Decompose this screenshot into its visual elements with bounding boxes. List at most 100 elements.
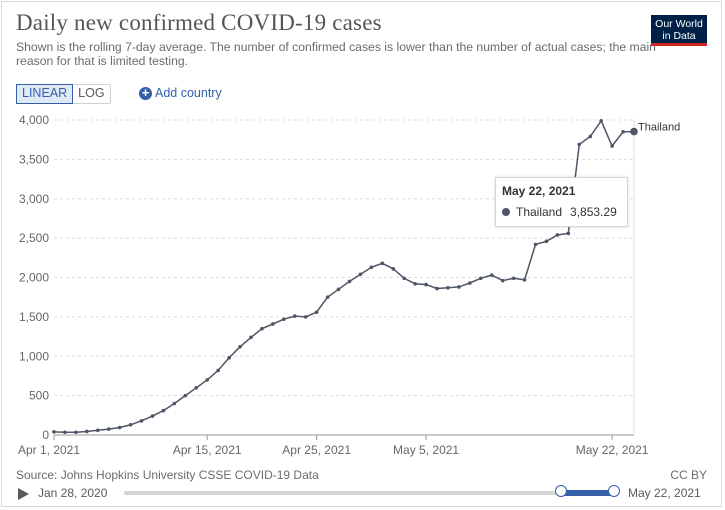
data-point[interactable] <box>566 231 571 236</box>
series-layer: Thailand <box>52 118 680 435</box>
data-point[interactable] <box>216 368 220 373</box>
y-tick-label: 0 <box>42 428 49 442</box>
x-tick-label: Apr 15, 2021 <box>173 443 242 457</box>
data-point[interactable] <box>238 345 242 349</box>
data-point[interactable] <box>369 265 374 270</box>
x-axis-ticks: Apr 1, 2021 Apr 15, 2021 Apr 25, 2021 May 5… <box>18 435 649 457</box>
data-point[interactable] <box>457 285 461 289</box>
x-tick-label: Apr 1, 2021 <box>18 443 80 457</box>
data-point[interactable] <box>500 278 505 283</box>
data-point[interactable] <box>205 378 210 382</box>
data-point[interactable] <box>533 242 538 247</box>
timeline-end-handle[interactable] <box>608 485 620 497</box>
data-point[interactable] <box>227 356 231 360</box>
tooltip-date: May 22, 2021 <box>502 184 576 198</box>
hover-tooltip: May 22, 2021 Thailand 3,853.29 <box>495 177 628 227</box>
data-point[interactable] <box>610 144 614 148</box>
y-tick-label: 3,500 <box>19 152 49 166</box>
timeline-track[interactable] <box>124 491 614 495</box>
y-tick-label: 2,000 <box>19 271 49 285</box>
data-point[interactable] <box>249 335 253 340</box>
data-point[interactable] <box>314 310 319 314</box>
series-end-label[interactable]: Thailand <box>638 122 680 134</box>
data-point[interactable] <box>303 315 308 319</box>
y-tick-label: 2,500 <box>19 231 49 245</box>
logo-line-2: in Data <box>662 30 696 42</box>
data-point[interactable] <box>446 285 450 290</box>
x-tick-label: May 5, 2021 <box>393 443 459 457</box>
data-point[interactable] <box>117 425 122 430</box>
data-point[interactable] <box>511 276 516 281</box>
data-point[interactable] <box>106 427 111 431</box>
data-point[interactable] <box>588 134 593 139</box>
tooltip-series-name: Thailand <box>516 205 563 219</box>
timeline-start-date: Jan 28, 2020 <box>38 486 108 500</box>
data-point[interactable] <box>172 401 177 406</box>
data-point[interactable] <box>577 142 582 147</box>
data-point[interactable] <box>544 239 549 244</box>
data-point[interactable] <box>478 276 483 281</box>
data-point[interactable] <box>435 286 439 291</box>
data-point[interactable] <box>282 317 286 322</box>
logo-line-1: Our World <box>655 18 703 30</box>
data-point[interactable] <box>74 430 78 435</box>
data-point[interactable] <box>402 276 406 281</box>
y-tick-label: 1,500 <box>19 310 49 324</box>
owid-logo[interactable]: Our World in Data <box>651 15 707 46</box>
add-country-button[interactable]: + Add country <box>139 84 222 102</box>
data-point[interactable] <box>63 430 67 435</box>
x-tick-label: Apr 25, 2021 <box>282 443 351 457</box>
data-point[interactable] <box>555 233 560 237</box>
scale-toggle: LINEAR LOG <box>16 84 111 104</box>
data-point-highlight[interactable] <box>630 127 638 136</box>
data-point[interactable] <box>468 281 472 285</box>
data-point[interactable] <box>292 314 297 318</box>
data-point[interactable] <box>380 261 385 266</box>
data-point[interactable] <box>621 130 625 134</box>
data-point[interactable] <box>260 326 264 331</box>
log-scale-button[interactable]: LOG <box>78 86 105 100</box>
data-point[interactable] <box>424 282 428 287</box>
timeline-start-handle[interactable] <box>555 485 567 497</box>
data-point[interactable] <box>52 430 56 434</box>
y-tick-label: 500 <box>29 389 49 403</box>
license-link[interactable]: CC BY <box>670 468 707 482</box>
source-note[interactable]: Source: Johns Hopkins University CSSE CO… <box>16 468 319 482</box>
data-point[interactable] <box>128 422 133 427</box>
y-tick-label: 3,000 <box>19 192 49 206</box>
data-point[interactable] <box>139 419 144 423</box>
tooltip-value: 3,853.29 <box>570 205 617 219</box>
gridlines <box>54 119 635 436</box>
series-dot-icon <box>502 208 510 216</box>
data-point[interactable] <box>489 273 494 277</box>
chart-subtitle: Shown is the rolling 7-day average. The … <box>16 40 656 68</box>
timeline-selected-range <box>561 490 614 496</box>
series-line-thailand[interactable] <box>53 119 635 433</box>
data-point[interactable] <box>183 393 188 398</box>
data-point[interactable] <box>95 428 100 433</box>
y-tick-label: 1,000 <box>19 349 49 363</box>
data-point[interactable] <box>347 279 352 284</box>
linear-scale-button[interactable]: LINEAR <box>16 84 74 104</box>
data-point[interactable] <box>150 414 155 418</box>
data-point[interactable] <box>599 118 603 123</box>
timeline: Jan 28, 2020 May 22, 2021 <box>0 483 725 503</box>
data-point[interactable] <box>336 287 341 292</box>
tooltip-row: Thailand 3,853.29 <box>502 205 617 219</box>
data-point[interactable] <box>271 322 275 326</box>
data-point[interactable] <box>85 429 89 434</box>
chart-title: Daily new confirmed COVID-19 cases <box>16 10 382 35</box>
data-point[interactable] <box>413 282 417 286</box>
y-axis-ticks: 0 500 1,000 1,500 2,000 2,500 3,000 3,500 4,000 <box>19 113 49 442</box>
data-point[interactable] <box>325 295 330 299</box>
data-point[interactable] <box>391 267 396 271</box>
data-point[interactable] <box>522 278 527 282</box>
add-country-label: Add country <box>155 86 222 100</box>
data-point[interactable] <box>161 408 166 413</box>
x-tick-label: May 22, 2021 <box>576 443 649 457</box>
data-point[interactable] <box>194 385 199 390</box>
data-point[interactable] <box>358 272 363 277</box>
play-icon[interactable] <box>18 488 29 500</box>
